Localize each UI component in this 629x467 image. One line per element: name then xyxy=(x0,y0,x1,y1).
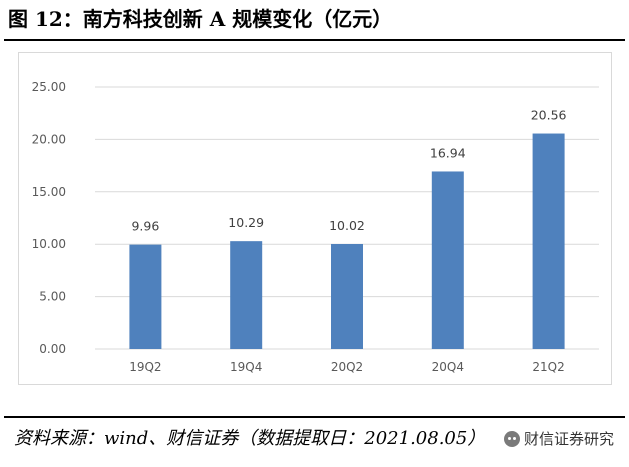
data-label: 10.02 xyxy=(329,218,365,233)
bar xyxy=(331,243,363,349)
watermark: 财信证券研究 xyxy=(500,426,615,452)
bar xyxy=(129,244,162,349)
wechat-icon xyxy=(504,431,520,447)
x-tick-label: 20Q4 xyxy=(432,360,464,374)
y-tick-label: 10.00 xyxy=(32,237,66,251)
bar xyxy=(230,241,263,349)
y-tick-label: 0.00 xyxy=(39,342,66,356)
title-rule xyxy=(4,39,625,41)
x-tick-label: 21Q2 xyxy=(532,360,564,374)
y-tick-label: 5.00 xyxy=(39,290,66,304)
watermark-text: 财信证券研究 xyxy=(524,430,615,448)
bar-chart: 0.00 5.00 10.00 15.00 20.00 25.00 9.96 19Q2 10.2… xyxy=(32,80,599,374)
data-label: 20.56 xyxy=(531,108,567,123)
figure-title: 图 12：南方科技创新 A 规模变化（亿元） xyxy=(8,7,393,31)
bar xyxy=(431,171,464,349)
source-note: 资料来源：wind、财信证券（数据提取日：2021.08.05） xyxy=(14,428,486,449)
data-label: 9.96 xyxy=(131,219,159,234)
chart-area: 0.00 5.00 10.00 15.00 20.00 25.00 9.96 19Q2 10.2… xyxy=(18,52,612,385)
y-tick-label: 25.00 xyxy=(32,80,66,94)
data-label: 16.94 xyxy=(430,145,466,160)
source-rule xyxy=(4,416,625,418)
x-tick-label: 20Q2 xyxy=(331,360,363,374)
y-tick-label: 20.00 xyxy=(32,132,66,146)
y-tick-label: 15.00 xyxy=(32,185,66,199)
data-label: 10.29 xyxy=(228,215,264,230)
x-tick-label: 19Q2 xyxy=(129,360,161,374)
bar xyxy=(532,133,565,349)
x-tick-label: 19Q4 xyxy=(230,360,262,374)
